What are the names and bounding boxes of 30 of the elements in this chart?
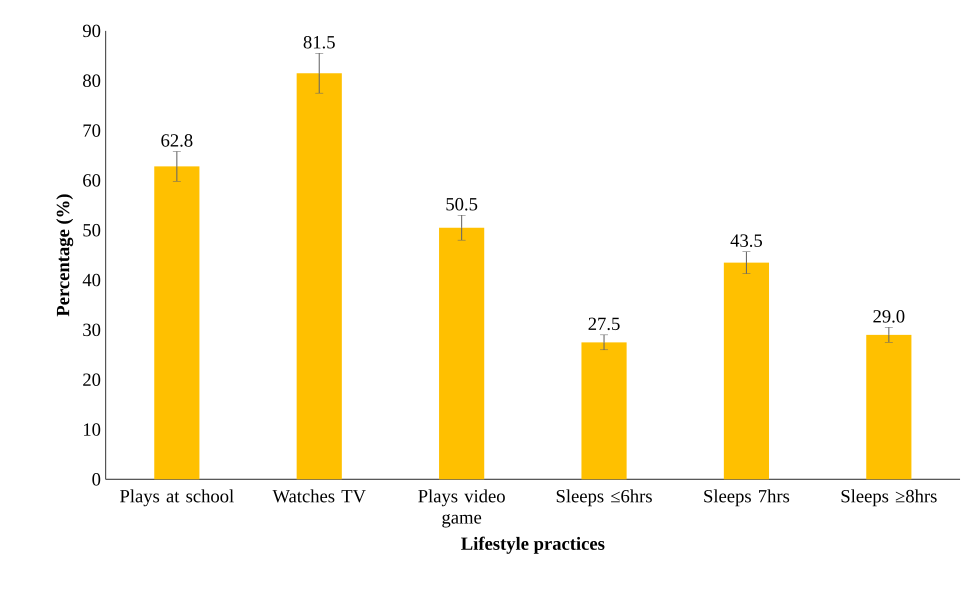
data-label: 27.5 bbox=[588, 318, 620, 330]
x-tick-label: Watches TV bbox=[272, 489, 366, 503]
y-tick-label: 50 bbox=[83, 224, 100, 237]
y-tick-label: 30 bbox=[83, 324, 100, 336]
x-tick-label: Sleeps ≥8hrs bbox=[842, 489, 937, 506]
bar bbox=[866, 334, 912, 480]
x-tick-label: Plays at school bbox=[120, 489, 234, 506]
bar bbox=[581, 342, 627, 480]
y-tick-label: 10 bbox=[84, 423, 100, 436]
y-tick-label: 20 bbox=[83, 373, 100, 386]
y-tick-label: 0 bbox=[92, 473, 100, 486]
bar bbox=[724, 262, 770, 480]
x-tick-label: Sleeps 7hrs bbox=[704, 489, 790, 506]
data-label: 62.8 bbox=[161, 134, 192, 147]
y-tick-label: 70 bbox=[84, 124, 100, 137]
x-tick-label: Sleeps ≤6hrs bbox=[556, 489, 652, 506]
y-tick-label: 40 bbox=[82, 274, 100, 286]
bar bbox=[154, 166, 200, 480]
y-tick-label: 60 bbox=[83, 174, 100, 187]
bar bbox=[439, 228, 484, 480]
y-axis-title: Percentage (%) bbox=[56, 194, 74, 316]
data-label: 43.5 bbox=[730, 234, 762, 247]
data-label: 29.0 bbox=[873, 310, 904, 323]
x-axis-title: Lifestyle practices bbox=[461, 536, 604, 554]
data-label: 81.5 bbox=[304, 36, 335, 49]
data-label: 50.5 bbox=[446, 198, 478, 211]
x-tick-label: Plays video game bbox=[418, 489, 505, 528]
y-tick-label: 90 bbox=[82, 24, 100, 38]
y-tick-label: 80 bbox=[83, 74, 100, 88]
bar bbox=[296, 73, 342, 480]
